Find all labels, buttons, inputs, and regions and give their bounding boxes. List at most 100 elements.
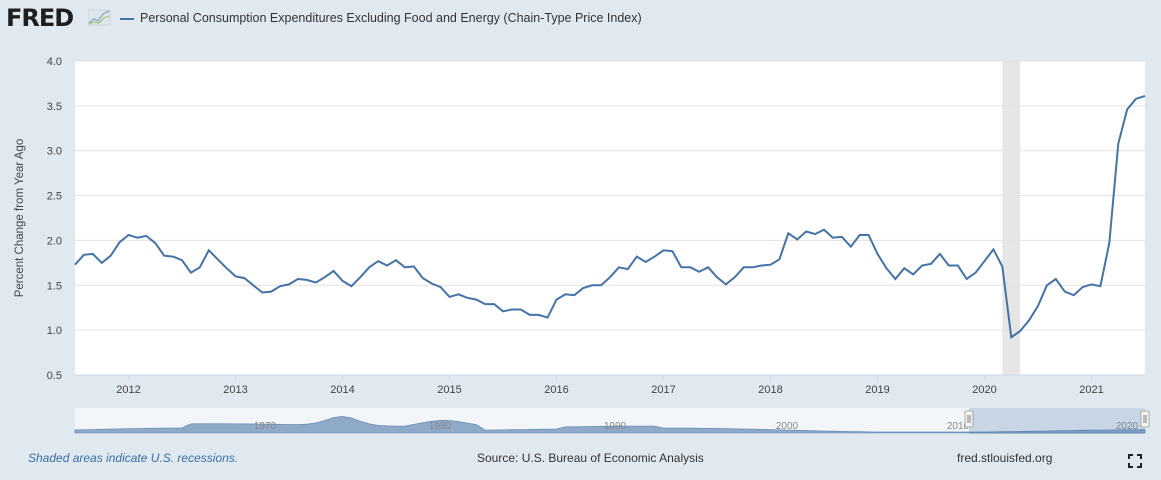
data-point[interactable] — [377, 260, 379, 262]
data-point[interactable] — [868, 234, 870, 236]
data-point[interactable] — [627, 268, 629, 270]
data-point[interactable] — [1001, 265, 1003, 267]
site-link[interactable]: fred.stlouisfed.org — [957, 451, 1053, 465]
data-point[interactable] — [261, 291, 263, 293]
data-point[interactable] — [671, 250, 673, 252]
data-point[interactable] — [208, 249, 210, 251]
data-point[interactable] — [556, 299, 558, 301]
data-point[interactable] — [359, 276, 361, 278]
data-point[interactable] — [618, 266, 620, 268]
data-point[interactable] — [1082, 286, 1084, 288]
data-point[interactable] — [243, 277, 245, 279]
data-point[interactable] — [306, 279, 308, 281]
data-point[interactable] — [199, 266, 201, 268]
data-point[interactable] — [74, 264, 76, 266]
data-point[interactable] — [770, 264, 772, 266]
data-point[interactable] — [1010, 336, 1012, 338]
data-point[interactable] — [1073, 294, 1075, 296]
data-point[interactable] — [181, 259, 183, 261]
data-point[interactable] — [1037, 305, 1039, 307]
data-point[interactable] — [707, 266, 709, 268]
data-point[interactable] — [939, 253, 941, 255]
data-point[interactable] — [333, 270, 335, 272]
data-point[interactable] — [324, 276, 326, 278]
data-point[interactable] — [663, 249, 665, 251]
data-point[interactable] — [440, 286, 442, 288]
data-point[interactable] — [493, 303, 495, 305]
data-point[interactable] — [484, 303, 486, 305]
data-point[interactable] — [957, 265, 959, 267]
data-point[interactable] — [1028, 319, 1030, 321]
data-point[interactable] — [1091, 283, 1093, 285]
data-point[interactable] — [743, 266, 745, 268]
data-point[interactable] — [368, 266, 370, 268]
data-point[interactable] — [966, 278, 968, 280]
data-point[interactable] — [600, 284, 602, 286]
data-point[interactable] — [930, 263, 932, 265]
data-point[interactable] — [386, 265, 388, 267]
data-point[interactable] — [654, 256, 656, 258]
data-point[interactable] — [850, 246, 852, 248]
data-point[interactable] — [1064, 291, 1066, 293]
data-point[interactable] — [716, 276, 718, 278]
recession-note[interactable]: Shaded areas indicate U.S. recessions. — [28, 451, 239, 465]
data-point[interactable] — [422, 277, 424, 279]
data-point[interactable] — [83, 254, 85, 256]
data-point[interactable] — [787, 232, 789, 234]
navigator-selection[interactable] — [969, 408, 1145, 434]
data-point[interactable] — [859, 234, 861, 236]
data-point[interactable] — [778, 258, 780, 260]
data-point[interactable] — [529, 314, 531, 316]
data-point[interactable] — [350, 285, 352, 287]
data-point[interactable] — [154, 242, 156, 244]
data-point[interactable] — [538, 314, 540, 316]
data-point[interactable] — [877, 253, 879, 255]
data-point[interactable] — [796, 239, 798, 241]
data-point[interactable] — [342, 280, 344, 282]
data-point[interactable] — [404, 266, 406, 268]
data-point[interactable] — [823, 229, 825, 231]
navigator-handle-right[interactable] — [1140, 410, 1150, 428]
data-point[interactable] — [912, 274, 914, 276]
data-point[interactable] — [1135, 98, 1137, 100]
data-point[interactable] — [101, 262, 103, 264]
data-point[interactable] — [235, 275, 237, 277]
data-point[interactable] — [761, 265, 763, 267]
data-point[interactable] — [680, 266, 682, 268]
data-point[interactable] — [1108, 242, 1110, 244]
data-point[interactable] — [520, 309, 522, 311]
data-point[interactable] — [921, 265, 923, 267]
data-point[interactable] — [511, 309, 513, 311]
fred-logo[interactable]: FRED — [6, 4, 74, 32]
line-chart[interactable]: 0.51.01.52.02.53.03.54.0 2012 2013 2014 201… — [0, 0, 1161, 440]
data-point[interactable] — [698, 271, 700, 273]
data-point[interactable] — [315, 282, 317, 284]
data-point[interactable] — [395, 259, 397, 261]
data-point[interactable] — [270, 291, 272, 293]
data-point[interactable] — [252, 284, 254, 286]
data-point[interactable] — [841, 236, 843, 238]
data-point[interactable] — [591, 284, 593, 286]
data-point[interactable] — [190, 272, 192, 274]
data-point[interactable] — [573, 294, 575, 296]
data-point[interactable] — [457, 293, 459, 295]
data-point[interactable] — [894, 278, 896, 280]
range-navigator[interactable]: 1970 1980 1990 2000 2010 2020 — [74, 408, 1150, 434]
data-point[interactable] — [172, 256, 174, 258]
data-point[interactable] — [466, 297, 468, 299]
data-point[interactable] — [297, 278, 299, 280]
legend[interactable]: Personal Consumption Expenditures Exclud… — [120, 11, 642, 25]
data-point[interactable] — [92, 253, 94, 255]
data-point[interactable] — [805, 230, 807, 232]
data-point[interactable] — [903, 267, 905, 269]
data-point[interactable] — [1055, 278, 1057, 280]
data-point[interactable] — [1046, 284, 1048, 286]
data-point[interactable] — [547, 317, 549, 319]
data-point[interactable] — [984, 260, 986, 262]
data-point[interactable] — [636, 256, 638, 258]
data-point[interactable] — [734, 276, 736, 278]
data-point[interactable] — [814, 233, 816, 235]
data-point[interactable] — [582, 287, 584, 289]
data-point[interactable] — [975, 272, 977, 274]
data-point[interactable] — [110, 255, 112, 257]
